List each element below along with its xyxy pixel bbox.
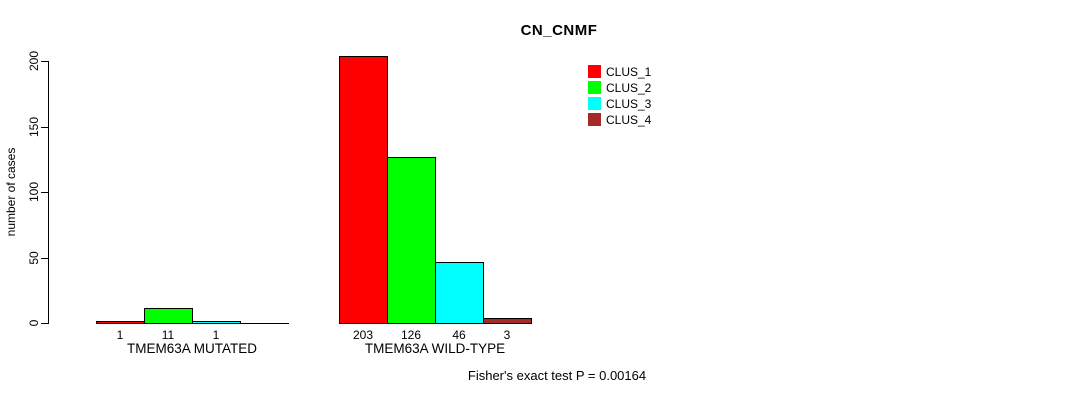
bar-clus_3-group2: [435, 262, 484, 324]
y-axis-tick: [41, 323, 49, 324]
bar-clus_1-group2: [339, 56, 388, 324]
group-label-2: TMEM63A WILD-TYPE: [364, 341, 506, 356]
y-axis-tick: [41, 192, 49, 193]
legend-item-clus_1: CLUS_1: [588, 64, 678, 80]
fisher-test-annotation: Fisher's exact test P = 0.00164: [467, 368, 647, 383]
y-axis-tick: [41, 127, 49, 128]
bar-clus_2-group1: [144, 308, 193, 324]
legend-item-label: CLUS_1: [606, 65, 652, 79]
bar-clus_2-group2: [387, 157, 436, 324]
legend-item-label: CLUS_3: [606, 97, 652, 111]
bar-value-label: 203: [352, 328, 374, 342]
y-axis-tick: [41, 258, 49, 259]
y-axis-tick-label: 150: [27, 116, 41, 138]
legend-item-clus_3: CLUS_3: [588, 96, 678, 112]
chart-title: CN_CNMF: [520, 22, 598, 39]
legend-color-swatch: [588, 97, 601, 110]
legend-item-label: CLUS_4: [606, 113, 652, 127]
bar-value-label: 11: [161, 328, 175, 342]
bar-value-label: 1: [116, 328, 124, 342]
bar-value-label: 46: [452, 328, 466, 342]
y-axis-tick-label: 50: [27, 251, 41, 265]
group-label-1: TMEM63A MUTATED: [126, 341, 258, 356]
legend-item-clus_4: CLUS_4: [588, 112, 678, 128]
legend-item-clus_2: CLUS_2: [588, 80, 678, 96]
bar-value-label: 1: [212, 328, 220, 342]
legend-color-swatch: [588, 113, 601, 126]
y-axis-tick-label: 0: [27, 319, 41, 327]
legend-color-swatch: [588, 65, 601, 78]
y-axis-tick: [41, 61, 49, 62]
legend: CLUS_1 CLUS_2 CLUS_3 CLUS_4: [588, 64, 678, 134]
y-axis-tick-label: 200: [27, 50, 41, 72]
bar-clus_1-group1: [96, 321, 145, 324]
bar-clus_3-group1: [192, 321, 241, 324]
y-axis-label: number of cases: [4, 147, 18, 237]
bar-clus_4-group1: [240, 323, 289, 324]
bar-clus_4-group2: [483, 318, 532, 324]
y-axis-tick-label: 100: [27, 181, 41, 203]
bar-value-label: 126: [400, 328, 422, 342]
legend-color-swatch: [588, 81, 601, 94]
legend-item-label: CLUS_2: [606, 81, 652, 95]
bar-value-label: 3: [503, 328, 511, 342]
